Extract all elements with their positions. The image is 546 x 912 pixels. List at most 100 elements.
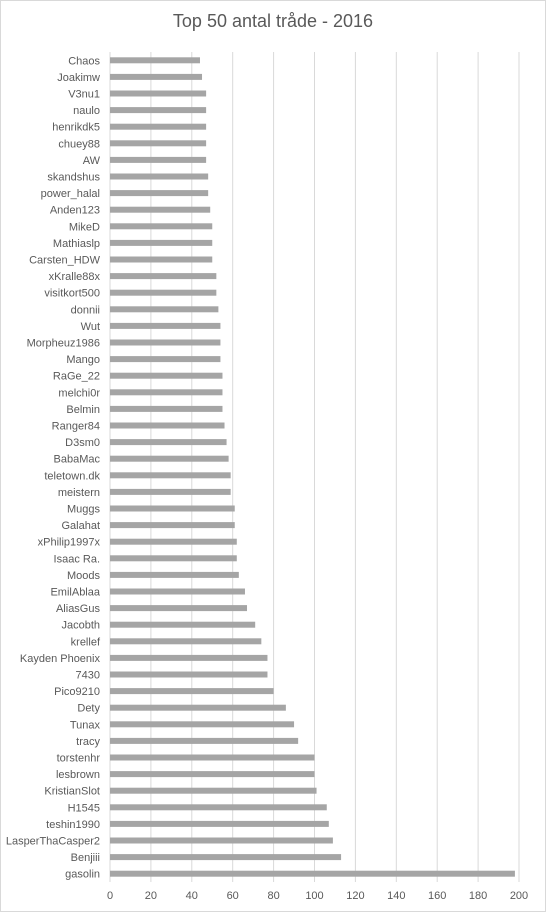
category-label: D3sm0: [65, 437, 100, 449]
category-label: naulo: [73, 105, 100, 117]
bar: [110, 206, 211, 213]
category-label: Belmin: [66, 404, 100, 416]
label-layer: Chaos Joakimw V3nu1 naulo henrikdk5 chuey88 AW…: [6, 55, 101, 880]
bar: [110, 505, 235, 512]
bar: [110, 854, 342, 861]
category-label: xKralle88x: [49, 271, 101, 283]
category-label: LasperThaCasper2: [6, 836, 100, 848]
category-label: Joakimw: [57, 72, 100, 84]
bar: [110, 771, 315, 778]
category-label: V3nu1: [68, 89, 100, 101]
tick-layer: 0 20 40 60 80 100 120 140 160 180 200: [107, 890, 528, 902]
bar: [110, 389, 223, 396]
x-tick-label: 80: [267, 890, 279, 902]
bar: [110, 654, 268, 661]
bar: [110, 538, 237, 545]
x-tick-label: 160: [428, 890, 446, 902]
category-label: AW: [83, 155, 101, 167]
category-label: MikeD: [69, 221, 100, 233]
chart-title: Top 50 antal tråde - 2016: [172, 11, 374, 31]
bar: [110, 273, 217, 280]
category-label: KristianSlot: [44, 786, 100, 798]
category-label: donnii: [71, 304, 100, 316]
category-label: Morpheuz1986: [27, 338, 100, 350]
bar: [110, 405, 223, 412]
x-tick-label: 60: [227, 890, 239, 902]
bar: [110, 439, 227, 446]
bar: [110, 621, 256, 628]
bar: [110, 289, 217, 296]
bar: [110, 688, 274, 695]
x-tick-label: 20: [145, 890, 157, 902]
category-label: gasolin: [65, 869, 100, 881]
category-label: H1545: [68, 802, 100, 814]
category-label: Benjiii: [71, 852, 100, 864]
bar: [110, 356, 221, 363]
bar: [110, 190, 209, 197]
category-label: teshin1990: [46, 819, 100, 831]
x-tick-label: 40: [186, 890, 198, 902]
bar: [110, 455, 229, 462]
category-label: Anden123: [50, 205, 100, 217]
bar: [110, 488, 231, 495]
category-label: EmilAblaa: [50, 587, 100, 599]
bar: [110, 870, 515, 877]
bar: [110, 837, 333, 844]
bar: [110, 306, 219, 313]
bar: [110, 605, 248, 612]
bar: [110, 820, 329, 827]
bar: [110, 372, 223, 379]
category-label: BabaMac: [54, 454, 101, 466]
x-tick-label: 180: [469, 890, 487, 902]
bar: [110, 90, 207, 97]
bar: [110, 671, 268, 678]
category-label: Tunax: [70, 719, 101, 731]
category-label: Wut: [81, 321, 100, 333]
bar: [110, 223, 213, 230]
bar: [110, 322, 221, 329]
bar: [110, 107, 207, 114]
bar: [110, 57, 200, 64]
bar: [110, 787, 317, 794]
x-tick-label: 120: [346, 890, 364, 902]
category-label: Muggs: [67, 504, 101, 516]
bar: [110, 638, 262, 645]
category-label: teletown.dk: [44, 470, 100, 482]
bar-layer: [110, 57, 515, 877]
bar: [110, 704, 286, 711]
category-label: Mango: [66, 354, 100, 366]
category-label: melchi0r: [58, 387, 100, 399]
bar: [110, 140, 207, 147]
category-label: xPhilip1997x: [38, 537, 101, 549]
category-label: visitkort500: [44, 288, 100, 300]
category-label: Mathiaslp: [53, 238, 100, 250]
category-label: power_halal: [41, 188, 100, 200]
category-label: skandshus: [47, 172, 100, 184]
x-tick-label: 200: [510, 890, 528, 902]
bar: [110, 754, 315, 761]
category-label: krellef: [71, 636, 101, 648]
bar: [110, 721, 295, 728]
category-label: Pico9210: [54, 686, 100, 698]
bar: [110, 588, 245, 595]
category-label: Kayden Phoenix: [20, 653, 101, 665]
category-label: torstenhr: [57, 753, 101, 765]
bar: [110, 737, 299, 744]
bar: [110, 256, 213, 263]
category-label: henrikdk5: [52, 122, 100, 134]
category-label: Moods: [67, 570, 101, 582]
x-tick-label: 100: [305, 890, 323, 902]
x-tick-label: 0: [107, 890, 113, 902]
bar: [110, 422, 225, 429]
bar: [110, 239, 213, 246]
bar: [110, 339, 221, 346]
category-label: Galahat: [61, 520, 100, 532]
bar: [110, 173, 209, 180]
bar: [110, 472, 231, 479]
category-label: Dety: [77, 703, 100, 715]
category-label: Jacobth: [61, 620, 100, 632]
category-label: Isaac Ra.: [54, 553, 100, 565]
category-label: meistern: [58, 487, 100, 499]
